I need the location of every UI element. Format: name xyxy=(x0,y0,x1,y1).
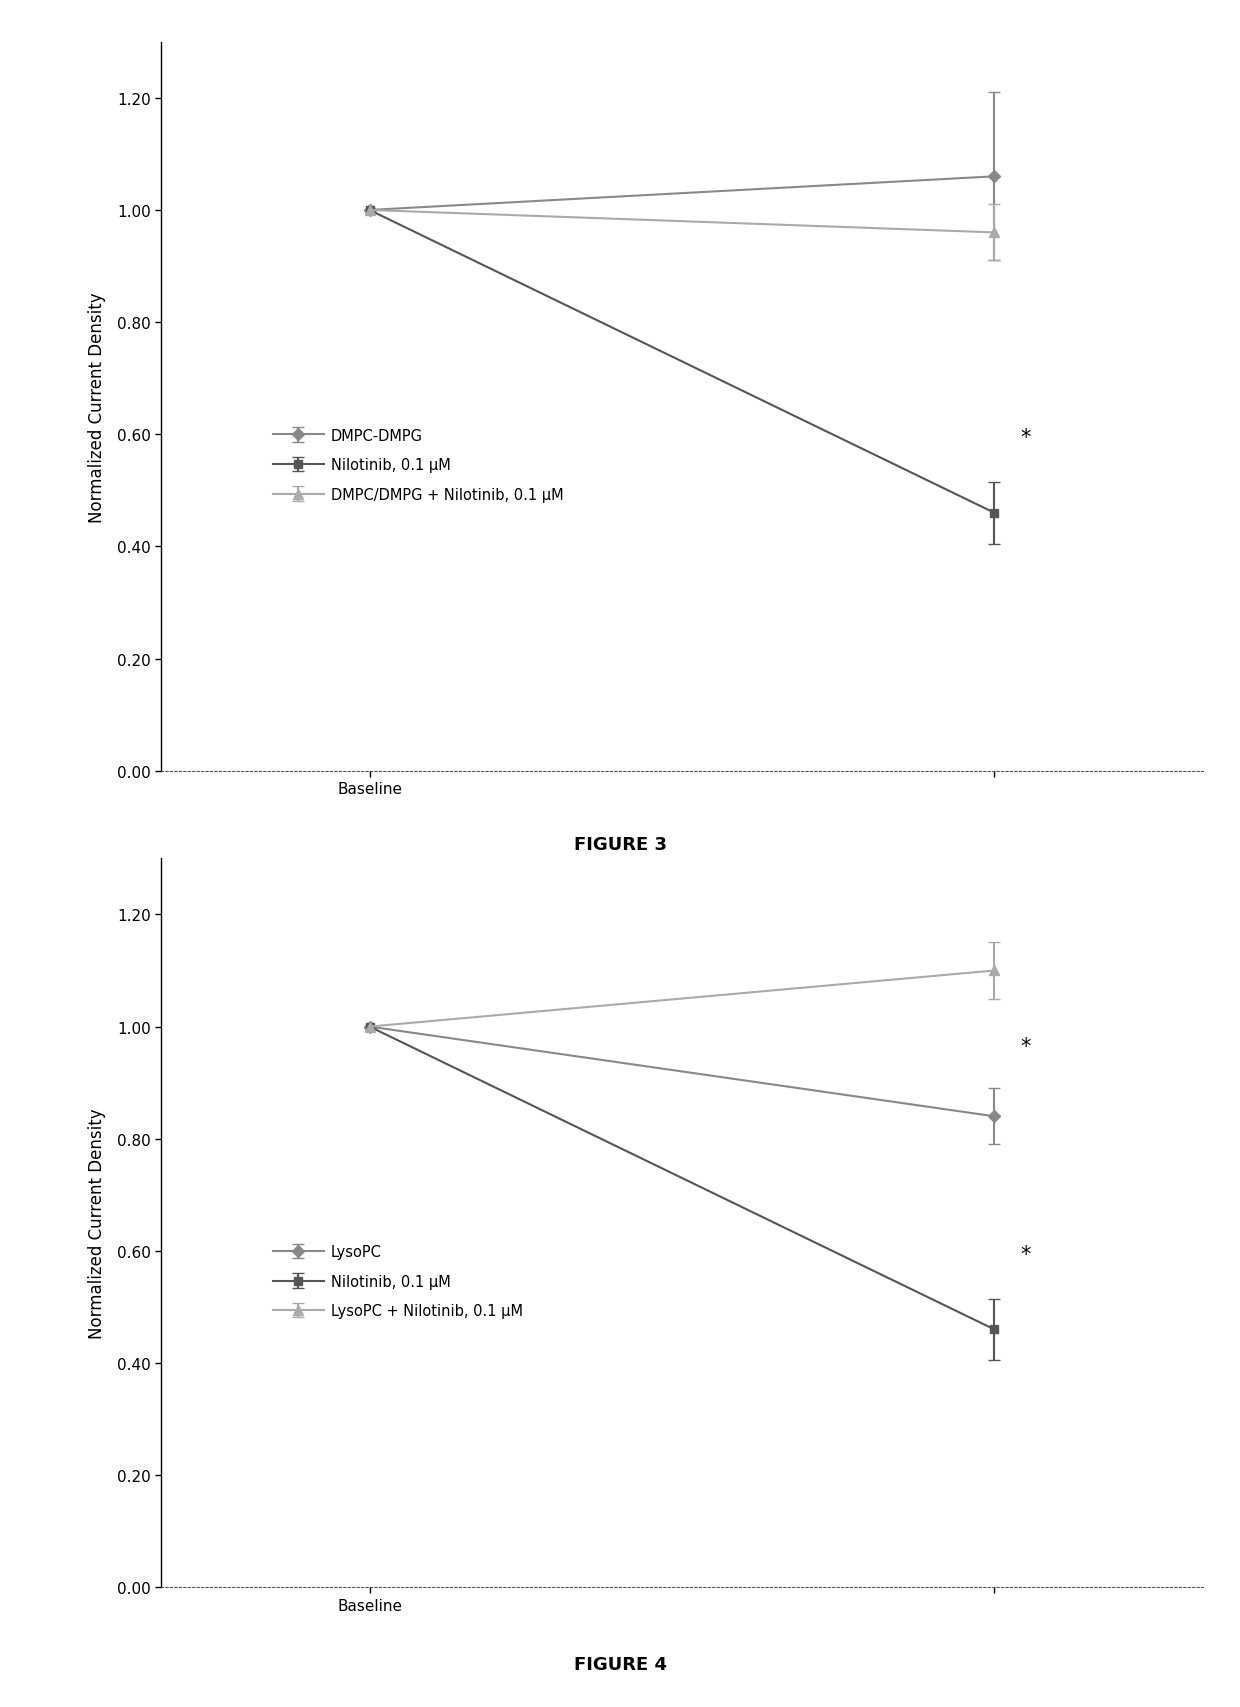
Legend: DMPC-DMPG, Nilotinib, 0.1 μM, DMPC/DMPG + Nilotinib, 0.1 μM: DMPC-DMPG, Nilotinib, 0.1 μM, DMPC/DMPG … xyxy=(273,428,564,502)
Y-axis label: Normalized Current Density: Normalized Current Density xyxy=(88,1108,105,1338)
Text: *: * xyxy=(1021,1036,1030,1057)
Text: FIGURE 3: FIGURE 3 xyxy=(573,836,667,854)
Y-axis label: Normalized Current Density: Normalized Current Density xyxy=(88,292,105,522)
Text: *: * xyxy=(1021,428,1030,447)
Legend: LysoPC, Nilotinib, 0.1 μM, LysoPC + Nilotinib, 0.1 μM: LysoPC, Nilotinib, 0.1 μM, LysoPC + Nilo… xyxy=(273,1244,523,1318)
Text: FIGURE 4: FIGURE 4 xyxy=(573,1656,667,1673)
Text: *: * xyxy=(1021,1244,1030,1263)
